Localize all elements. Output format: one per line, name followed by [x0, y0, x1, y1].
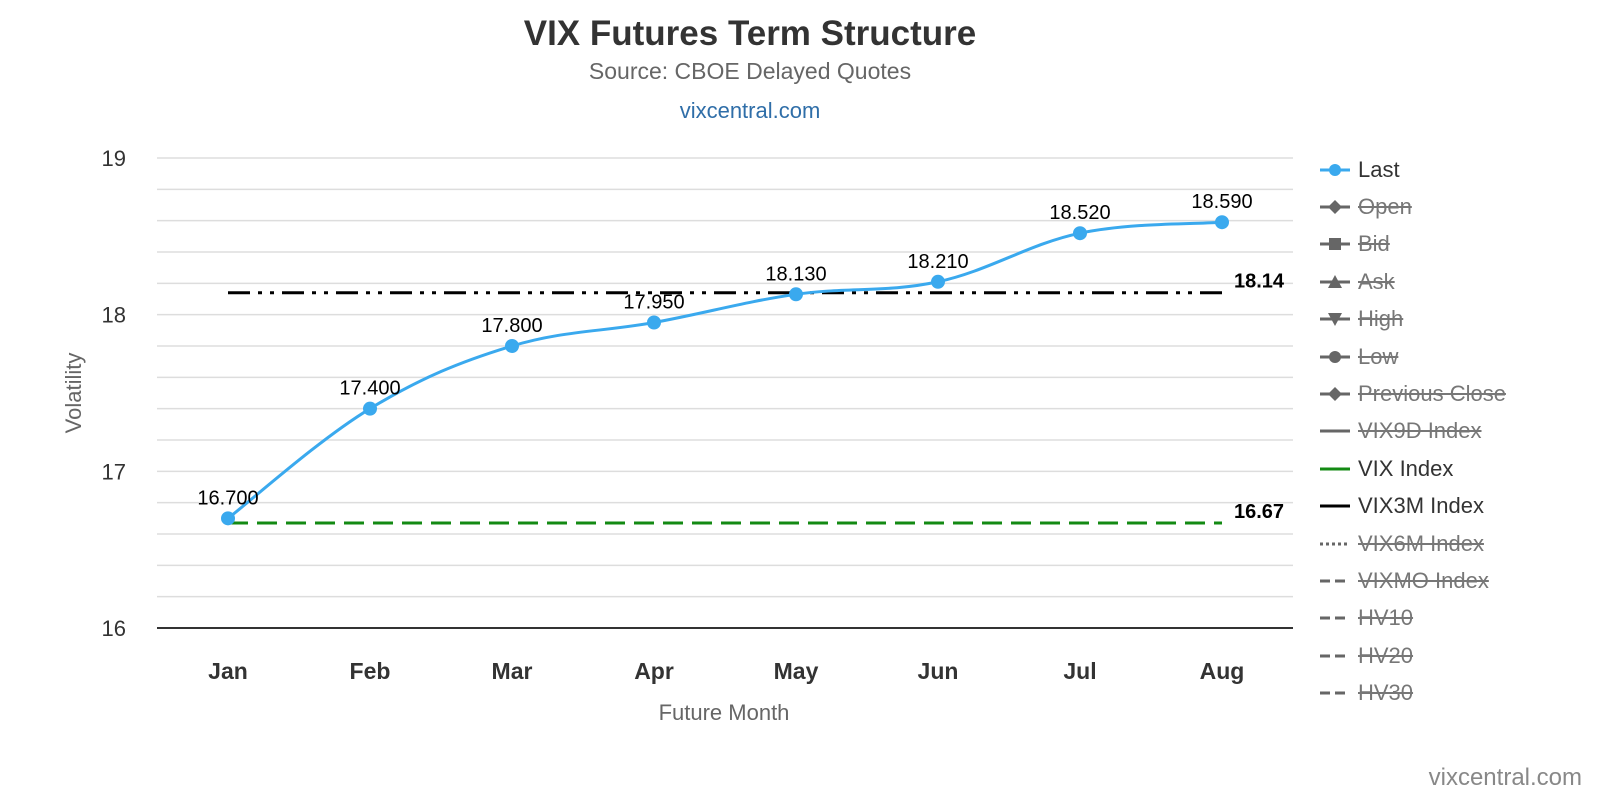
legend-symbol-icon — [1320, 350, 1350, 363]
legend-symbol-icon — [1320, 654, 1350, 658]
series-line-last — [227, 220, 1223, 520]
legend-item-vix9d-index[interactable]: VIX9D Index — [1318, 413, 1588, 450]
data-point — [789, 287, 803, 302]
legend-item-previous-close[interactable]: Previous Close — [1318, 375, 1588, 412]
legend-marker — [1328, 200, 1342, 215]
credits-link[interactable]: vixcentral.com — [1428, 764, 1582, 791]
legend-label: VIX6M Index — [1358, 530, 1484, 556]
legend-label: VIX Index — [1358, 455, 1454, 481]
x-tick-label: Jul — [1063, 658, 1096, 684]
legend-label: Bid — [1358, 231, 1390, 257]
x-axis-title: Future Month — [659, 700, 790, 725]
legend-item-ask[interactable]: Ask — [1318, 263, 1588, 300]
source-link[interactable]: vixcentral.com — [679, 98, 821, 123]
legend-marker — [1329, 238, 1341, 251]
legend-item-vixmo-index[interactable]: VIXMO Index — [1318, 562, 1588, 599]
chart-title: VIX Futures Term Structure — [523, 14, 977, 53]
legend-label: VIX3M Index — [1358, 493, 1484, 519]
legend-item-high[interactable]: High — [1318, 301, 1588, 338]
data-label: 18.590 — [1191, 191, 1252, 213]
x-tick-label: May — [774, 658, 819, 684]
legend-label: VIXMO Index — [1358, 567, 1489, 593]
legend-marker — [1328, 274, 1342, 288]
legend-symbol-icon — [1320, 313, 1350, 327]
legend-symbol-icon — [1320, 163, 1350, 176]
chart-legend: Last Open Bid Ask High Low Previous Close VIX9D… — [1318, 151, 1588, 712]
legend-label: VIX9D Index — [1358, 418, 1482, 444]
legend-marker — [1329, 350, 1341, 363]
y-axis-ticks: 16 17 18 19 — [102, 146, 126, 641]
y-tick-label: 18 — [102, 303, 126, 328]
legend-symbol-icon — [1320, 238, 1350, 251]
x-tick-label: Jan — [208, 658, 248, 684]
data-point — [221, 511, 235, 526]
data-label: 18.520 — [1049, 202, 1110, 224]
legend-symbol-icon — [1320, 200, 1350, 215]
legend-symbol-icon — [1320, 542, 1350, 546]
x-tick-label: Aug — [1200, 658, 1245, 684]
legend-label: Last — [1358, 156, 1400, 182]
legend-marker — [1329, 163, 1341, 176]
legend-symbol-icon — [1320, 274, 1350, 288]
legend-item-low[interactable]: Low — [1318, 338, 1588, 375]
x-axis-ticks: Jan Feb Mar Apr May Jun Jul Aug — [208, 658, 1244, 684]
y-tick-label: 17 — [102, 459, 126, 484]
x-tick-label: Jun — [918, 658, 959, 684]
legend-label: High — [1358, 306, 1404, 332]
legend-symbol-icon — [1320, 691, 1350, 695]
legend-label: HV10 — [1358, 605, 1414, 631]
x-tick-label: Mar — [492, 658, 533, 684]
legend-item-bid[interactable]: Bid — [1318, 226, 1588, 263]
legend-item-hv30[interactable]: HV30 — [1318, 674, 1588, 711]
legend-symbol-icon — [1320, 387, 1350, 402]
legend-symbol-icon — [1320, 579, 1350, 583]
series-layer: 16.700 17.400 17.800 17.950 18.130 18.210 18.5… — [197, 191, 1253, 526]
y-tick-label: 19 — [102, 146, 126, 171]
data-label: 17.800 — [481, 315, 542, 337]
legend-marker — [1328, 387, 1342, 402]
legend-item-hv10[interactable]: HV10 — [1318, 600, 1588, 637]
vix3m-index-value-label: 18.14 — [1234, 271, 1285, 293]
legend-item-vix-index[interactable]: VIX Index — [1318, 450, 1588, 487]
legend-symbol-icon — [1320, 429, 1350, 433]
data-point — [1073, 226, 1087, 241]
y-tick-label: 16 — [102, 616, 126, 641]
chart-subtitle: Source: CBOE Delayed Quotes — [588, 58, 912, 84]
data-label: 16.700 — [197, 487, 258, 509]
legend-item-vix6m-index[interactable]: VIX6M Index — [1318, 525, 1588, 562]
legend-label: HV20 — [1358, 642, 1414, 668]
y-axis-title: Volatility — [61, 353, 86, 434]
legend-item-vix3m-index[interactable]: VIX3M Index — [1318, 488, 1588, 525]
legend-symbol-icon — [1320, 616, 1350, 620]
legend-item-hv20[interactable]: HV20 — [1318, 637, 1588, 674]
legend-label: Ask — [1358, 268, 1395, 294]
legend-symbol-icon — [1320, 504, 1350, 508]
legend-label: Previous Close — [1358, 381, 1506, 407]
data-point — [1215, 215, 1229, 230]
vix-index-value-label: 16.67 — [1234, 501, 1284, 523]
x-tick-label: Feb — [350, 658, 391, 684]
legend-label: Low — [1358, 343, 1399, 369]
data-label: 18.130 — [765, 263, 826, 285]
legend-label: Open — [1358, 194, 1412, 220]
data-point — [505, 339, 519, 353]
legend-item-open[interactable]: Open — [1318, 188, 1588, 225]
data-label: 18.210 — [907, 251, 968, 273]
legend-symbol-icon — [1320, 467, 1350, 471]
data-label: 17.950 — [623, 292, 684, 314]
data-point — [931, 274, 945, 289]
data-point — [647, 315, 661, 330]
data-point — [363, 401, 377, 416]
legend-marker — [1328, 313, 1342, 327]
grid-lines — [157, 157, 1293, 629]
x-tick-label: Apr — [634, 658, 674, 684]
legend-label: HV30 — [1358, 680, 1414, 706]
reference-lines: 18.14 16.67 — [228, 271, 1285, 525]
data-label: 17.400 — [339, 378, 400, 400]
legend-item-last[interactable]: Last — [1318, 151, 1588, 188]
